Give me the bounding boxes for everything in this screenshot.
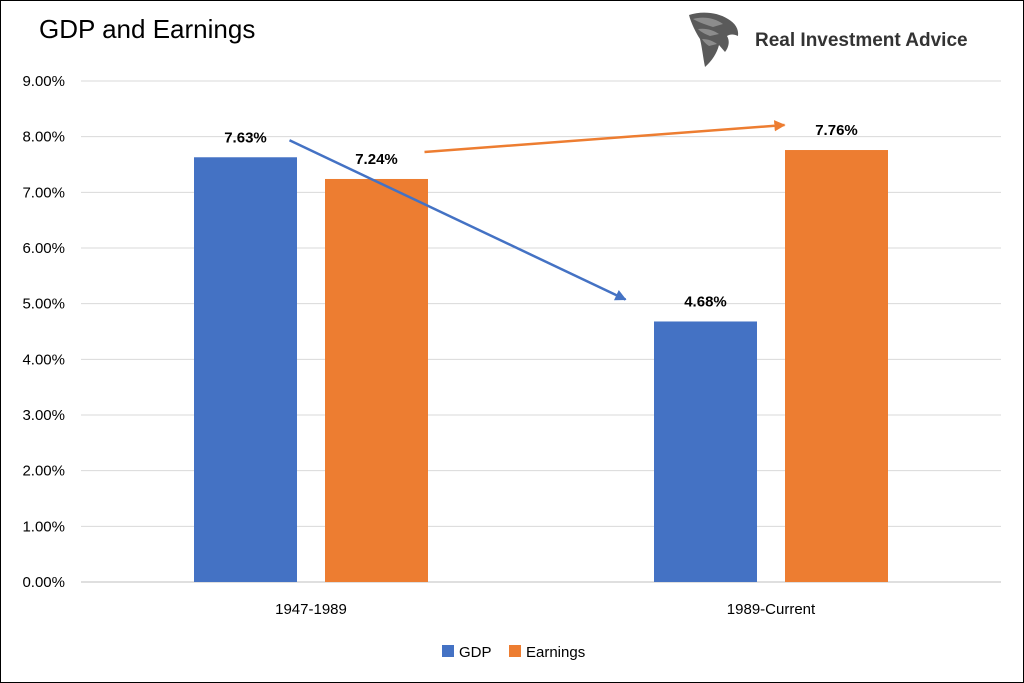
eagle-head-icon xyxy=(689,12,739,67)
data-labels: 7.63% 7.24% 4.68% 7.76% xyxy=(224,122,858,310)
y-tick-label: 0.00% xyxy=(22,574,65,591)
x-axis-categories: 1947-1989 1989-Current xyxy=(275,601,816,618)
gdp-bar xyxy=(194,157,297,582)
x-category-label: 1947-1989 xyxy=(275,601,347,618)
y-tick-label: 1.00% xyxy=(22,518,65,535)
y-tick-label: 3.00% xyxy=(22,407,65,424)
earnings-bar xyxy=(325,178,428,582)
earnings-data-label: 7.24% xyxy=(355,151,398,168)
gdp-legend-swatch xyxy=(442,645,454,657)
gdp-trend-arrow xyxy=(288,139,627,301)
earnings-legend-swatch xyxy=(509,645,521,657)
gdp-legend-label: GDP xyxy=(459,644,492,661)
y-tick-label: 7.00% xyxy=(22,184,65,201)
y-tick-label: 2.00% xyxy=(22,463,65,480)
y-tick-label: 9.00% xyxy=(22,73,65,90)
legend: GDP Earnings xyxy=(442,644,585,661)
brand-logo: Real Investment Advice xyxy=(689,12,968,67)
brand-name: Real Investment Advice xyxy=(755,30,968,51)
gdp-data-label: 4.68% xyxy=(684,293,727,310)
gdp-data-label: 7.63% xyxy=(224,129,267,146)
earnings-legend-label: Earnings xyxy=(526,644,585,661)
y-tick-label: 4.00% xyxy=(22,351,65,368)
chart-title: GDP and Earnings xyxy=(39,14,255,44)
bars xyxy=(194,150,888,582)
gdp-bar xyxy=(654,321,757,582)
x-category-label: 1989-Current xyxy=(727,601,816,618)
earnings-trend-arrow xyxy=(424,120,786,154)
y-tick-label: 5.00% xyxy=(22,296,65,313)
earnings-bar xyxy=(785,150,888,582)
trend-arrows xyxy=(288,120,786,301)
earnings-data-label: 7.76% xyxy=(815,122,858,139)
y-tick-label: 6.00% xyxy=(22,240,65,257)
y-axis-ticks: 0.00% 1.00% 2.00% 3.00% 4.00% 5.00% 6.00% 7.00%… xyxy=(22,73,65,591)
y-tick-label: 8.00% xyxy=(22,129,65,146)
